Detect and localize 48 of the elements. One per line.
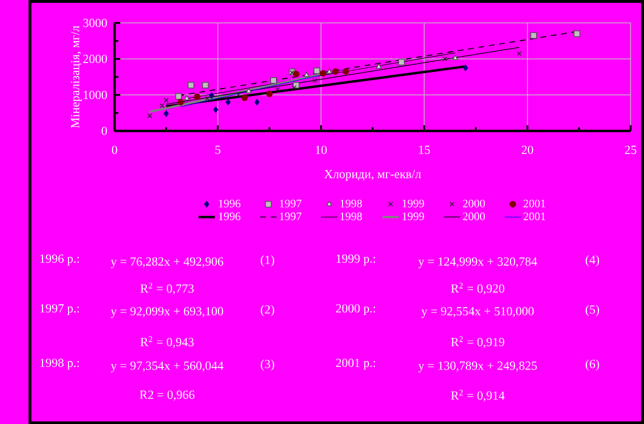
- text: (6): [586, 359, 600, 371]
- x-tick-label: 0: [112, 146, 118, 154]
- text: 1998 р.:: [40, 358, 79, 370]
- text: (3): [260, 359, 274, 371]
- y-tick-label: 1000: [84, 90, 107, 99]
- x-tick-label: 20: [522, 146, 534, 154]
- text: 2000 р.:: [336, 304, 376, 315]
- x-tick-label: 15: [419, 146, 430, 154]
- text: R$^{2}$ = 0,773: [140, 282, 194, 294]
- legend-label: 2000: [462, 212, 485, 220]
- text: 1997 р.:: [40, 304, 79, 315]
- legend-label: 2001: [524, 200, 546, 208]
- text: R$^{2}$ = 0,919: [451, 336, 504, 348]
- text: y = 92,099x + 693,100: [110, 306, 224, 318]
- text: 2001 р.:: [336, 358, 376, 370]
- text: y = 76,282x + 492,906: [110, 257, 224, 268]
- text: (1): [260, 255, 274, 266]
- text: R$^{2}$ = 0,914: [451, 390, 505, 402]
- text: R$^{2}$ = 0,943: [140, 336, 194, 348]
- text: y = 92,554x + 510,000: [421, 306, 534, 318]
- text: (2): [260, 304, 274, 316]
- legend-label: 1997: [280, 212, 302, 220]
- legend-label: 1999: [402, 212, 424, 220]
- legend-label: 2000: [462, 200, 485, 208]
- text: R$^{2}$ = 0,920: [451, 282, 504, 294]
- legend-label: 1996: [218, 212, 240, 220]
- y-axis-title: Мінералізація, мг/л: [70, 26, 82, 128]
- legend-label: 1997: [280, 200, 302, 208]
- legend-label: 2001: [524, 212, 546, 220]
- x-tick-label: 25: [624, 146, 636, 154]
- legend-label: 1998: [340, 212, 362, 220]
- text: (4): [586, 255, 600, 266]
- x-tick-label: 10: [316, 146, 327, 154]
- legend-label: 1998: [340, 200, 362, 208]
- text: 1999 р.:: [336, 254, 376, 266]
- legend-label: 1996: [218, 200, 240, 208]
- y-tick-label: 2000: [83, 54, 107, 63]
- y-tick-label: 3000: [83, 18, 107, 27]
- legend-label: 1999: [402, 200, 424, 208]
- x-tick-label: 5: [215, 146, 220, 154]
- text: (5): [586, 304, 600, 316]
- text: y = 124,999x + 320,784: [418, 257, 538, 268]
- text: R2 = 0,966: [140, 390, 194, 401]
- text: 1996 р.:: [40, 254, 79, 266]
- text: y = 130,789x + 249,825: [418, 361, 537, 372]
- text: y = 97,354x + 560,044: [110, 361, 224, 372]
- y-tick-label: 0: [102, 126, 107, 135]
- x-axis-title: Хлориди, мг-екв/л: [324, 170, 421, 181]
